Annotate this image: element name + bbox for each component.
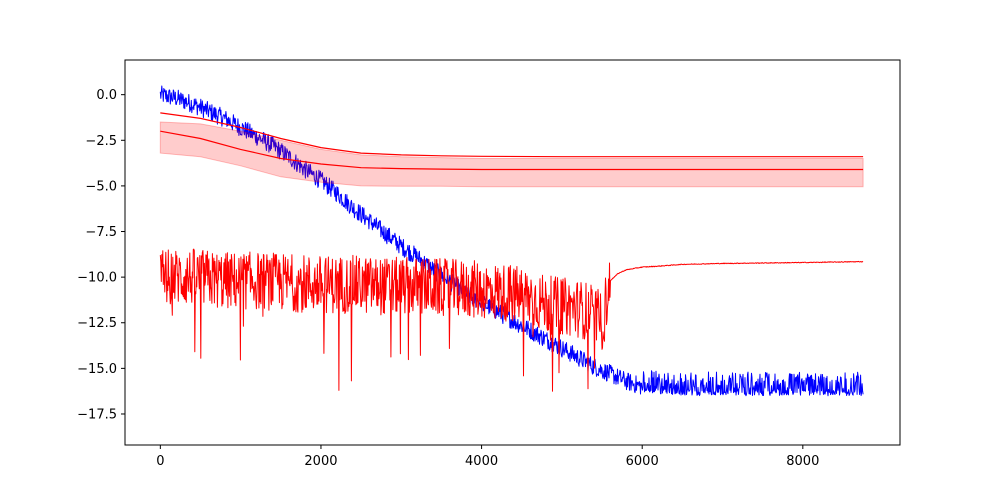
x-tick-label: 0 xyxy=(156,454,164,469)
x-tick-label: 8000 xyxy=(786,454,819,469)
band-center-line-2 xyxy=(160,130,864,171)
y-tick-label: −5.0 xyxy=(85,179,117,194)
y-tick-label: −10.0 xyxy=(77,271,117,286)
series-noisy-line-3 xyxy=(159,248,864,392)
y-tick-label: −7.5 xyxy=(85,225,117,240)
band-area-2 xyxy=(159,121,864,188)
y-tick-label: −15.0 xyxy=(77,362,117,377)
axes-frame xyxy=(124,59,901,446)
x-axis: 0 2000 4000 6000 8000 xyxy=(156,445,819,469)
y-tick-label: −12.5 xyxy=(77,316,117,331)
y-tick-label: −17.5 xyxy=(77,407,117,422)
series-line-1 xyxy=(160,112,864,158)
plot-area xyxy=(125,60,900,445)
series-noisy-line-0 xyxy=(159,85,864,397)
y-axis: 0.0 −2.5 −5.0 −7.5 −10.0 −12.5 −15.0 −17.5 xyxy=(77,88,125,422)
series-layer xyxy=(159,85,864,397)
x-tick-label: 4000 xyxy=(465,454,498,469)
x-tick-label: 2000 xyxy=(304,454,337,469)
x-tick-label: 6000 xyxy=(626,454,659,469)
y-tick-label: −2.5 xyxy=(85,134,117,149)
y-tick-label: 0.0 xyxy=(96,88,117,103)
